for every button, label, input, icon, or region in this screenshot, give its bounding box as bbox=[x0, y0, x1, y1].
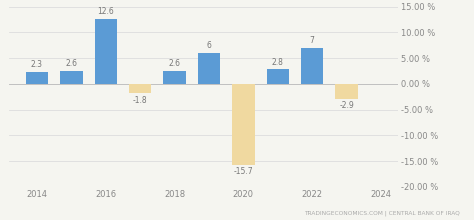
Bar bbox=[26, 72, 48, 84]
Text: 2.6: 2.6 bbox=[65, 59, 77, 68]
Text: -15.7: -15.7 bbox=[234, 167, 253, 176]
Text: 2.3: 2.3 bbox=[31, 61, 43, 70]
Bar bbox=[301, 48, 323, 84]
Bar bbox=[232, 84, 255, 165]
Bar bbox=[129, 84, 151, 93]
Bar bbox=[336, 84, 358, 99]
Text: 7: 7 bbox=[310, 36, 315, 45]
Text: 2.8: 2.8 bbox=[272, 58, 284, 67]
Text: 12.6: 12.6 bbox=[98, 7, 114, 16]
Bar bbox=[95, 19, 117, 84]
Text: 2.6: 2.6 bbox=[169, 59, 181, 68]
Text: -2.9: -2.9 bbox=[339, 101, 354, 110]
Text: -1.8: -1.8 bbox=[133, 96, 147, 105]
Bar bbox=[266, 70, 289, 84]
Bar bbox=[198, 53, 220, 84]
Bar bbox=[60, 71, 82, 84]
Bar bbox=[164, 71, 186, 84]
Text: TRADINGECONOMICS.COM | CENTRAL BANK OF IRAQ: TRADINGECONOMICS.COM | CENTRAL BANK OF I… bbox=[304, 210, 460, 216]
Text: 6: 6 bbox=[207, 41, 211, 50]
